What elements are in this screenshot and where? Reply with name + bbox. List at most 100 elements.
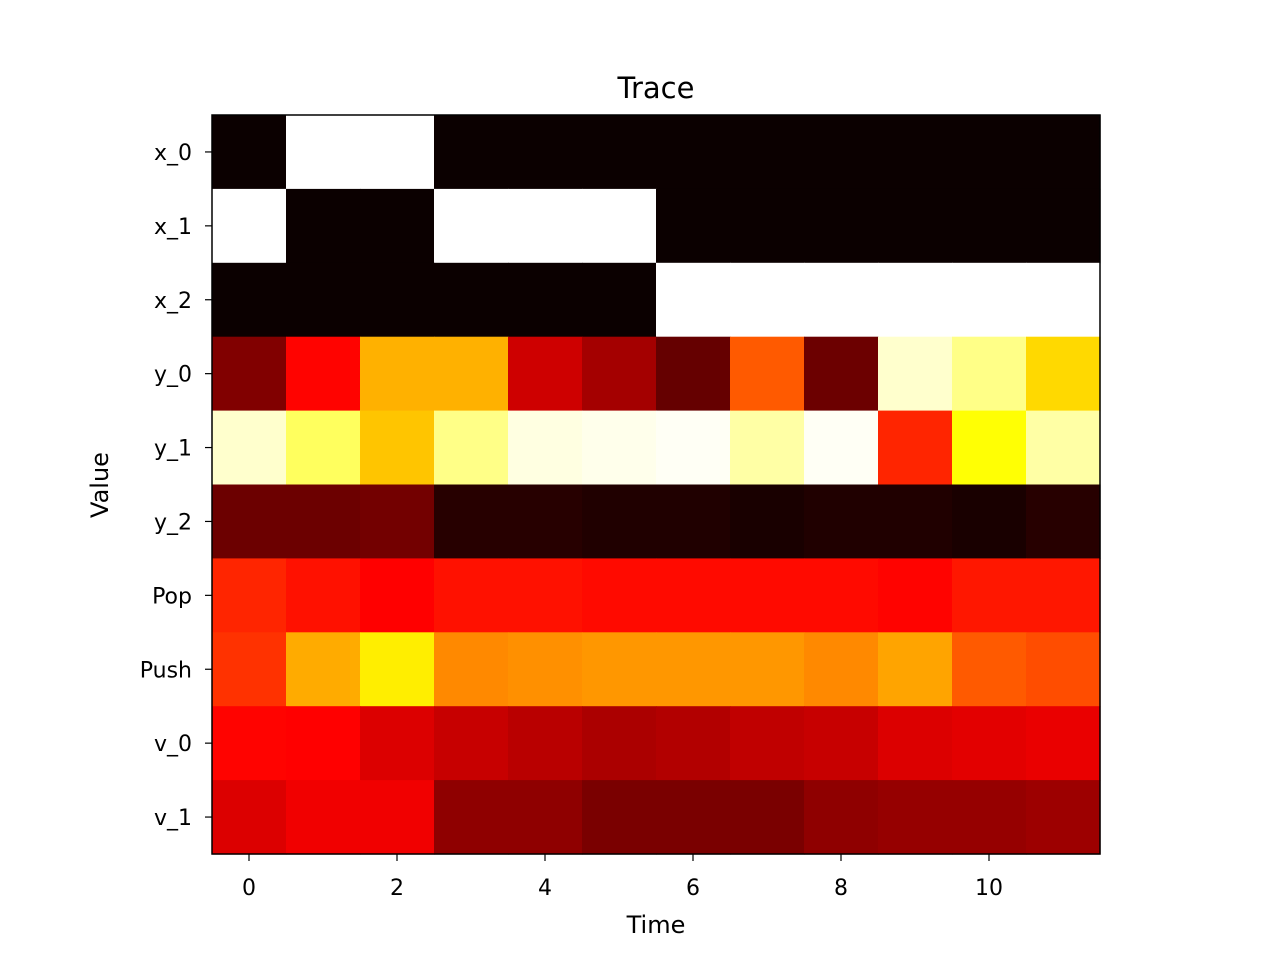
heatmap-cell-x_2-9 [878,262,953,338]
heatmap-cell-v_0-8 [804,706,879,781]
heatmap-cell-x_1-9 [878,188,953,264]
heatmap-cell-Pop-5 [582,558,657,633]
heatmap-cell-v_0-6 [656,706,731,781]
heatmap-cell-x_2-4 [508,262,583,338]
y-tick-label: Pop [152,584,192,609]
heatmap-cell-y_0-4 [508,336,583,412]
heatmap-cell-x_2-0 [212,262,287,338]
heatmap-cell-x_1-11 [1026,188,1101,264]
heatmap-cell-x_2-10 [952,262,1027,338]
heatmap-cell-x_2-5 [582,262,657,338]
heatmap-cell-Push-6 [656,632,731,707]
heatmap-cell-y_0-0 [212,336,287,412]
heatmap-cell-Pop-7 [730,558,805,633]
heatmap-cell-Pop-2 [360,558,435,633]
heatmap-cell-y_1-7 [730,410,805,486]
heatmap-cell-x_1-0 [212,188,287,264]
y-axis: x_0 x_1 x_2 y_0 y_1 y_2 Pop Push v_0 v_1 [140,141,212,831]
heatmap-cell-v_1-1 [286,780,361,855]
heatmap-cell-x_1-1 [286,188,361,264]
heatmap-cell-Push-5 [582,632,657,707]
heatmap-cell-y_1-8 [804,410,879,486]
heatmap-cell-Pop-1 [286,558,361,633]
heatmap-cell-y_1-1 [286,410,361,486]
x-axis-label: Time [626,911,686,939]
heatmap-cell-v_1-5 [582,780,657,855]
heatmap-cell-x_1-6 [656,188,731,264]
heatmap-cell-v_1-6 [656,780,731,855]
heatmap-cell-y_0-11 [1026,336,1101,412]
y-tick-label: y_2 [154,510,192,535]
y-tick-label: v_0 [154,732,192,757]
heatmap-cell-v_0-0 [212,706,287,781]
heatmap-cell-y_1-3 [434,410,509,486]
heatmap-cell-y_1-5 [582,410,657,486]
heatmap-cell-y_1-2 [360,410,435,486]
heatmap-cell-x_1-3 [434,188,509,264]
heatmap-cell-y_0-2 [360,336,435,412]
heatmap-cell-x_0-3 [434,115,509,190]
heatmap-cell-x_2-3 [434,262,509,338]
heatmap-cell-Pop-4 [508,558,583,633]
x-tick-label: 6 [686,876,700,901]
heatmap-cell-Push-10 [952,632,1027,707]
heatmap-cell-y_2-11 [1026,484,1101,559]
heatmap-cell-y_1-10 [952,410,1027,486]
heatmap-cell-y_2-0 [212,484,287,559]
heatmap-cell-x_2-6 [656,262,731,338]
y-tick-label: x_1 [154,215,192,240]
heatmap-cell-v_1-9 [878,780,953,855]
heatmap-cell-y_1-9 [878,410,953,486]
heatmap-cell-y_0-7 [730,336,805,412]
heatmap-cell-x_0-5 [582,115,657,190]
heatmap-cell-y_2-4 [508,484,583,559]
heatmap-cell-x_0-11 [1026,115,1101,190]
heatmap-cell-y_2-5 [582,484,657,559]
heatmap-cell-y_2-6 [656,484,731,559]
heatmap-cell-x_0-1 [286,115,361,190]
heatmap-cell-v_1-3 [434,780,509,855]
heatmap-cell-v_1-10 [952,780,1027,855]
heatmap-cells [212,115,1101,855]
heatmap-cell-y_1-6 [656,410,731,486]
x-tick-label: 4 [538,876,552,901]
heatmap-cell-x_0-0 [212,115,287,190]
heatmap-cell-v_0-3 [434,706,509,781]
heatmap-cell-x_0-7 [730,115,805,190]
x-tick-label: 10 [975,876,1003,901]
x-axis: 0 2 4 6 8 10 [242,854,1003,901]
heatmap-cell-y_1-11 [1026,410,1101,486]
x-tick-label: 2 [390,876,404,901]
heatmap-cell-v_0-11 [1026,706,1101,781]
heatmap-cell-Push-2 [360,632,435,707]
plot-frame [211,114,1101,855]
heatmap-cell-x_1-8 [804,188,879,264]
y-tick-label: v_1 [154,806,192,831]
heatmap-cell-y_2-7 [730,484,805,559]
heatmap-cell-x_2-2 [360,262,435,338]
heatmap-cell-x_2-1 [286,262,361,338]
heatmap-cell-Push-3 [434,632,509,707]
y-axis-label: Value [86,452,114,518]
x-tick-label: 8 [834,876,848,901]
heatmap-cell-v_1-4 [508,780,583,855]
heatmap-cell-x_0-9 [878,115,953,190]
heatmap-cell-x_1-2 [360,188,435,264]
heatmap-cell-y_0-1 [286,336,361,412]
heatmap-cell-Pop-6 [656,558,731,633]
heatmap-cell-x_1-10 [952,188,1027,264]
heatmap-cell-Push-8 [804,632,879,707]
heatmap-cell-x_0-2 [360,115,435,190]
heatmap-cell-Pop-0 [212,558,287,633]
heatmap-cell-y_2-10 [952,484,1027,559]
heatmap-cell-Push-1 [286,632,361,707]
heatmap-cell-y_1-4 [508,410,583,486]
heatmap-cell-v_1-0 [212,780,287,855]
y-tick-label: Push [140,658,192,683]
heatmap-cell-v_1-8 [804,780,879,855]
heatmap-cell-Pop-3 [434,558,509,633]
heatmap-cell-y_0-3 [434,336,509,412]
heatmap-cell-v_1-7 [730,780,805,855]
x-tick-label: 0 [242,876,256,901]
